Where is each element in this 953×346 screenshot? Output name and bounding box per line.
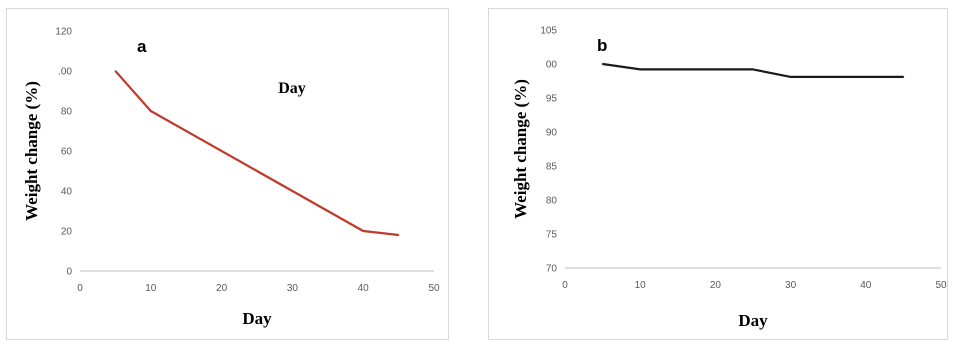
x-tick-label: 0 (562, 280, 568, 291)
series-line-0 (114, 70, 399, 237)
y-axis-title: Weight change (%) (511, 79, 530, 219)
y-tick-label: 85 (546, 162, 558, 173)
y-tick-label: 80 (546, 196, 558, 207)
data-point (114, 70, 117, 72)
panel-label: a (137, 37, 147, 56)
x-axis-title: Day (242, 309, 272, 328)
x-tick-label: 30 (785, 280, 797, 291)
plot-annotation: Day (278, 80, 306, 97)
y-tick-label: 105 (540, 26, 557, 37)
y-tick-label: 20 (61, 227, 73, 238)
data-point (150, 110, 152, 112)
y-tick-label: .00 (58, 67, 72, 78)
x-tick-label: 20 (710, 280, 722, 291)
y-tick-label: 95 (546, 94, 558, 105)
x-tick-label: 50 (935, 280, 947, 291)
panel-label: b (597, 36, 607, 55)
y-tick-label: 75 (546, 230, 558, 241)
y-tick-label: 70 (546, 264, 558, 275)
x-tick-label: 10 (145, 283, 157, 294)
y-tick-label: 80 (61, 107, 73, 118)
y-tick-label: 0 (66, 267, 72, 278)
data-point (752, 68, 754, 71)
x-tick-label: 40 (860, 280, 872, 291)
x-axis-title: Day (738, 311, 768, 330)
y-tick-label: 60 (61, 147, 73, 158)
y-tick-label: 00 (546, 60, 558, 71)
chart-b-svg: 0 10 20 30 40 50 70 75 80 85 90 95 00 105 Day Weight ch… (511, 26, 947, 331)
x-tick-label: 50 (428, 283, 440, 294)
data-point (902, 76, 905, 78)
x-tick-label: 40 (358, 283, 370, 294)
y-tick-label: 120 (55, 27, 72, 38)
chart-panel-a: 0 10 20 30 40 50 0 20 40 60 80 .00 120 Day Weight chan… (6, 8, 449, 340)
series-line-0 (602, 62, 904, 79)
x-tick-label: 20 (216, 283, 228, 294)
y-tick-label: 40 (61, 187, 73, 198)
chart-panel-b: 0 10 20 30 40 50 70 75 80 85 90 95 00 105 Day Weight ch… (488, 8, 948, 340)
data-point (639, 68, 641, 71)
y-axis-title: Weight change (%) (22, 81, 41, 221)
y-tick-label: 90 (546, 128, 558, 139)
data-point (362, 230, 365, 232)
chart-a-svg: 0 10 20 30 40 50 0 20 40 60 80 .00 120 Day Weight chan… (22, 27, 440, 329)
data-point (397, 234, 400, 236)
x-tick-label: 0 (77, 283, 83, 294)
x-tick-label: 30 (287, 283, 299, 294)
data-point (601, 63, 604, 65)
x-tick-label: 10 (635, 280, 647, 291)
data-point (789, 76, 792, 78)
